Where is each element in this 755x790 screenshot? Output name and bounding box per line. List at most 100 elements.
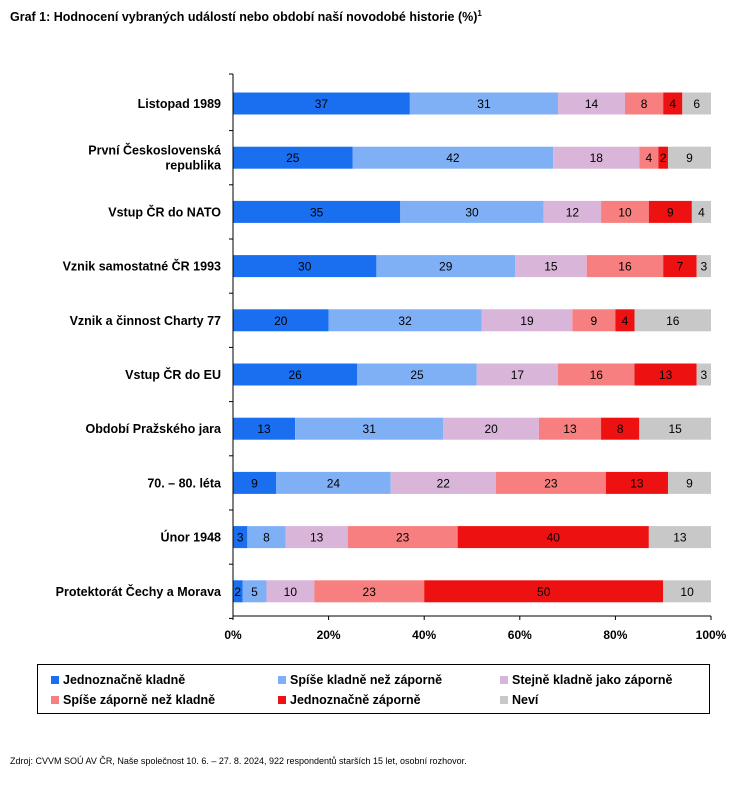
data-label: 24 [327, 476, 341, 490]
legend-label: Jednoznačně záporně [290, 693, 421, 707]
bar-segment [347, 526, 458, 549]
legend-item: Spíše kladně než záporně [278, 673, 442, 687]
data-label: 20 [274, 314, 288, 328]
legend-swatch [278, 676, 286, 684]
legend: Jednoznačně kladně Spíše kladně než zápor… [37, 664, 710, 714]
category-label: Vznik a činnost Charty 77 [70, 314, 221, 328]
bar-segment [648, 200, 692, 223]
bar-segment [667, 471, 711, 494]
data-label: 6 [693, 97, 700, 111]
data-label: 31 [363, 422, 377, 436]
data-label: 9 [667, 205, 674, 219]
data-label: 29 [439, 260, 453, 274]
bar-segment [639, 146, 659, 169]
data-label: 3 [700, 260, 707, 274]
data-label: 40 [547, 531, 561, 545]
data-label: 15 [544, 260, 558, 274]
bar-segment [328, 309, 482, 332]
data-label: 23 [363, 585, 377, 599]
legend-label: Spíše záporně než kladně [63, 693, 216, 707]
data-label: 13 [310, 531, 324, 545]
category-label: Listopad 1989 [138, 97, 221, 111]
data-label: 16 [618, 260, 632, 274]
legend-swatch [500, 696, 508, 704]
bar-segment [696, 255, 711, 278]
bar-segment [233, 471, 277, 494]
data-label: 9 [591, 314, 598, 328]
data-label: 14 [585, 97, 599, 111]
bar-segment [352, 146, 554, 169]
legend-label: Stejně kladně jako záporně [512, 673, 673, 687]
category-label: Protektorát Čechy a Morava [56, 584, 222, 599]
data-label: 18 [590, 151, 604, 165]
data-label: 8 [263, 531, 270, 545]
data-label: 8 [617, 422, 624, 436]
data-label: 4 [669, 97, 676, 111]
bar-segment [615, 309, 635, 332]
data-label: 17 [511, 368, 525, 382]
data-label: 15 [668, 422, 682, 436]
bar-segment [233, 363, 358, 386]
bar-segment [648, 526, 711, 549]
bar-segment [390, 471, 496, 494]
bar-segment [663, 580, 711, 603]
bar-segment [233, 309, 329, 332]
data-label: 50 [537, 585, 551, 599]
bar-segment [233, 417, 296, 440]
bar-segment [605, 471, 668, 494]
data-label: 25 [410, 368, 424, 382]
bar-segment [233, 580, 243, 603]
legend-swatch [278, 696, 286, 704]
bar-segment [314, 580, 425, 603]
data-label: 4 [646, 151, 653, 165]
legend-label: Neví [512, 693, 539, 707]
data-label: 20 [484, 422, 498, 436]
data-label: 5 [251, 585, 258, 599]
bar-segment [233, 255, 377, 278]
bar-segment [663, 255, 697, 278]
bar-segment [601, 200, 649, 223]
legend-item: Jednoznačně kladně [51, 673, 185, 687]
legend-label: Jednoznačně kladně [63, 673, 186, 687]
category-label: První Československá [88, 143, 221, 158]
data-label: 30 [298, 260, 312, 274]
bar-segment [457, 526, 649, 549]
bar-segment [242, 580, 267, 603]
legend-swatch [500, 676, 508, 684]
legend-item: Spíše záporně než kladně [51, 693, 215, 707]
source-note: Zdroj: CVVM SOÚ AV ČR, Naše společnost 1… [10, 756, 467, 766]
data-label: 10 [284, 585, 298, 599]
data-label: 10 [618, 205, 632, 219]
data-label: 13 [630, 476, 644, 490]
data-label: 13 [659, 368, 673, 382]
data-label: 31 [477, 97, 491, 111]
x-tick-label: 0% [224, 628, 242, 642]
legend-item: Stejně kladně jako záporně [500, 673, 672, 687]
bar-segment [476, 363, 559, 386]
bar-segment [658, 146, 668, 169]
data-label: 13 [563, 422, 577, 436]
bar-segment [481, 309, 573, 332]
data-label: 19 [520, 314, 534, 328]
bar-segment [233, 200, 401, 223]
x-tick-label: 40% [412, 628, 436, 642]
data-label: 2 [234, 585, 241, 599]
data-label: 4 [622, 314, 629, 328]
bar-segment [376, 255, 516, 278]
bar-segment [400, 200, 544, 223]
data-label: 3 [237, 531, 244, 545]
bar-segment [515, 255, 587, 278]
data-label: 22 [437, 476, 451, 490]
bar-segment [495, 471, 606, 494]
bar-segment [276, 471, 391, 494]
bar-segment [663, 92, 683, 115]
x-tick-label: 100% [696, 628, 727, 642]
bar-segment [572, 309, 616, 332]
data-label: 23 [396, 531, 410, 545]
bar-segment [691, 200, 711, 223]
category-label: Období Pražského jara [86, 422, 223, 436]
bar-segment [558, 92, 625, 115]
data-label: 16 [666, 314, 680, 328]
bar-segment [543, 200, 602, 223]
bar-segment [233, 146, 353, 169]
